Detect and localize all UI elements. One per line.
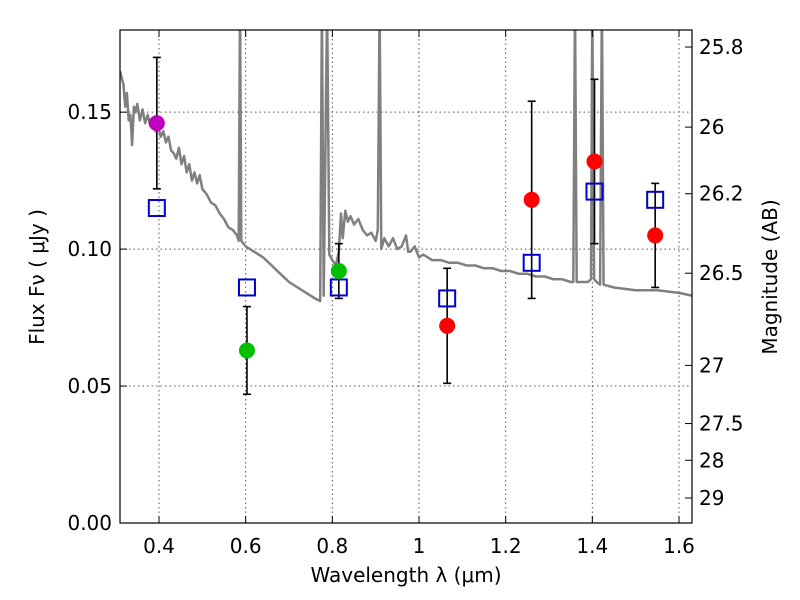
magnitude-tick-label: 29 (699, 486, 724, 510)
x-tick-label: 1 (413, 534, 426, 558)
y-tick-label: 0.10 (67, 237, 112, 261)
model-point (329, 278, 348, 297)
magnitude-tick-label: 28 (699, 448, 724, 472)
model-point-layer (147, 182, 665, 308)
y-tick-label: 0.15 (67, 100, 112, 124)
model-spectrum-layer (120, 30, 692, 303)
x-tick-label: 0.4 (143, 534, 175, 558)
model-point (237, 278, 256, 297)
x-tick-label: 1.4 (576, 534, 608, 558)
model-point (438, 289, 457, 308)
observed-point (238, 342, 255, 359)
x-axis-label: Wavelength λ (μm) (310, 563, 501, 587)
observed-point (647, 227, 664, 244)
magnitude-tick-label: 25.8 (699, 35, 744, 59)
y-tick-label: 0.05 (67, 374, 112, 398)
x-tick-label: 1.6 (663, 534, 695, 558)
model-point (522, 253, 541, 272)
x-tick-label: 1.2 (490, 534, 522, 558)
observed-point (439, 317, 456, 334)
grid (120, 30, 692, 523)
observed-point (148, 115, 165, 132)
plot-frame (119, 29, 693, 524)
y-tick-label: 0.00 (67, 511, 112, 535)
magnitude-tick-label: 26.2 (699, 182, 744, 206)
y-axis-ticks: 0.00 0.05 0.10 0.15 (67, 100, 127, 535)
model-point (585, 182, 604, 201)
model-point (147, 199, 166, 218)
observed-point-layer (148, 115, 664, 359)
observed-point (523, 191, 540, 208)
x-tick-label: 0.6 (230, 534, 262, 558)
x-axis-ticks: 0.4 0.6 0.8 1 1.2 1.4 1.6 (143, 30, 695, 558)
magnitude-tick-label: 27 (699, 353, 724, 377)
magnitude-tick-label: 26.5 (699, 261, 744, 285)
magnitude-axis-label: Magnitude (AB) (758, 199, 782, 354)
magnitude-axis-ticks: 25.8 26 26.2 26.5 27 27.5 28 29 (685, 35, 744, 510)
x-tick-label: 0.8 (316, 534, 348, 558)
y-axis-label: Flux Fν ( μJy ) (25, 209, 49, 345)
observed-point (586, 153, 603, 170)
magnitude-tick-label: 27.5 (699, 412, 744, 436)
observed-point (330, 263, 347, 280)
model-point (646, 190, 665, 209)
model-spectrum-line (120, 30, 692, 303)
magnitude-tick-label: 26 (699, 115, 724, 139)
